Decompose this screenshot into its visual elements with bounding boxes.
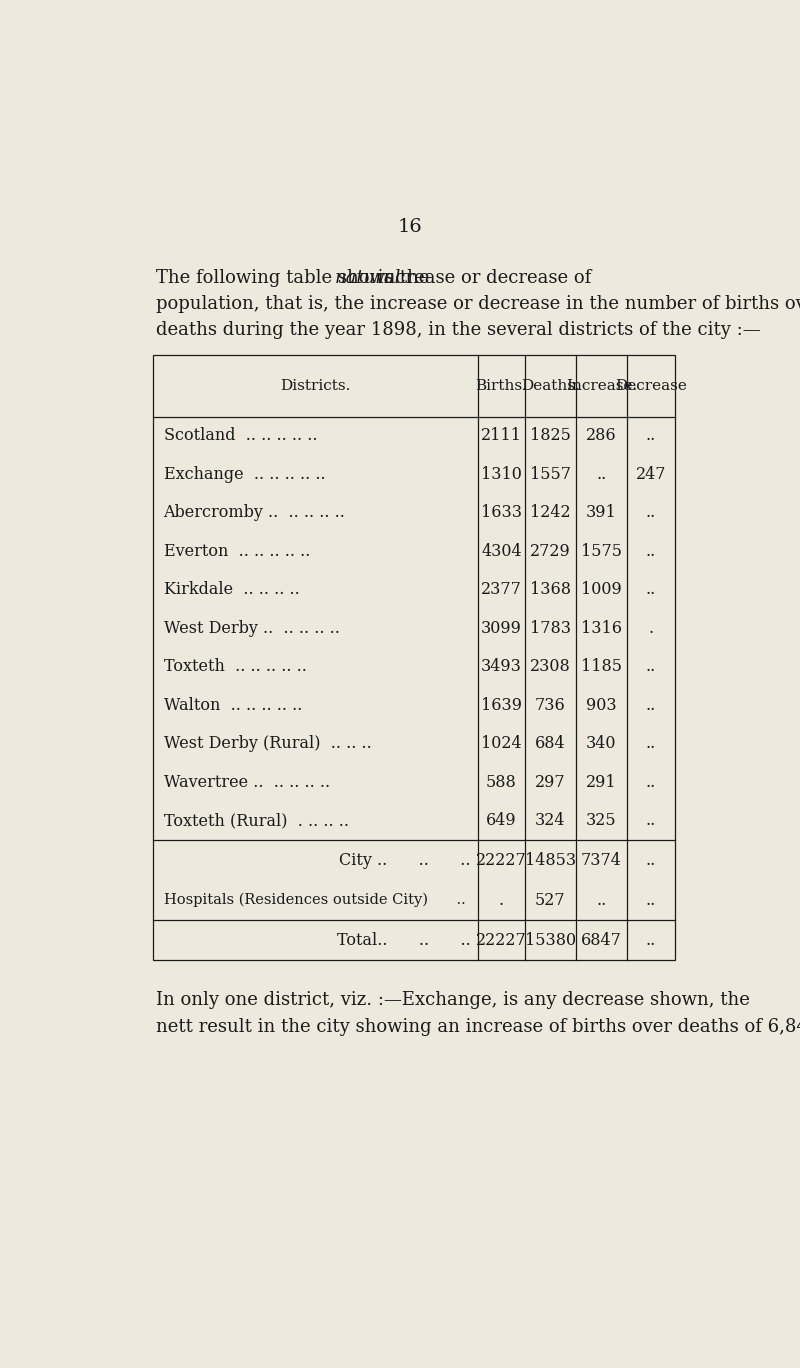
Text: 1557: 1557 — [530, 466, 570, 483]
Text: .: . — [499, 892, 504, 908]
Text: 2308: 2308 — [530, 658, 570, 676]
Text: 736: 736 — [535, 696, 566, 714]
Text: 1575: 1575 — [581, 543, 622, 560]
Text: .: . — [649, 620, 654, 637]
Text: Toxteth  .. .. .. .. ..: Toxteth .. .. .. .. .. — [163, 658, 306, 676]
Text: Districts.: Districts. — [280, 379, 350, 393]
Text: 4304: 4304 — [481, 543, 522, 560]
Text: Everton  .. .. .. .. ..: Everton .. .. .. .. .. — [163, 543, 310, 560]
Text: 1024: 1024 — [481, 736, 522, 752]
Text: ..: .. — [646, 505, 656, 521]
Text: 286: 286 — [586, 427, 617, 445]
Text: natural: natural — [335, 269, 402, 287]
Text: The following table shows the: The following table shows the — [156, 269, 435, 287]
Text: Kirkdale  .. .. .. ..: Kirkdale .. .. .. .. — [163, 581, 299, 598]
Text: ..: .. — [646, 543, 656, 560]
Bar — [153, 356, 675, 960]
Text: ..: .. — [646, 892, 656, 908]
Text: 325: 325 — [586, 813, 617, 829]
Text: ..: .. — [596, 892, 606, 908]
Text: West Derby ..  .. .. .. ..: West Derby .. .. .. .. .. — [163, 620, 339, 637]
Text: ..: .. — [646, 658, 656, 676]
Text: ..: .. — [646, 581, 656, 598]
Text: 1310: 1310 — [481, 466, 522, 483]
Text: deaths during the year 1898, in the several districts of the city :—: deaths during the year 1898, in the seve… — [156, 321, 761, 339]
Text: 2377: 2377 — [481, 581, 522, 598]
Text: 903: 903 — [586, 696, 617, 714]
Text: Births.: Births. — [475, 379, 527, 393]
Text: 1639: 1639 — [481, 696, 522, 714]
Text: 15380: 15380 — [525, 932, 576, 949]
Text: ..: .. — [646, 736, 656, 752]
Text: City ..    ..    ..: City .. .. .. — [339, 852, 470, 869]
Text: Walton  .. .. .. .. ..: Walton .. .. .. .. .. — [163, 696, 302, 714]
Text: 340: 340 — [586, 736, 617, 752]
Text: ..: .. — [646, 852, 656, 869]
Text: nett result in the city showing an increase of births over deaths of 6,847.: nett result in the city showing an incre… — [156, 1018, 800, 1036]
Text: 3099: 3099 — [481, 620, 522, 637]
Text: 14853: 14853 — [525, 852, 576, 869]
Text: 291: 291 — [586, 774, 617, 791]
Text: 1368: 1368 — [530, 581, 570, 598]
Text: 1825: 1825 — [530, 427, 570, 445]
Text: 391: 391 — [586, 505, 617, 521]
Text: West Derby (Rural)  .. .. ..: West Derby (Rural) .. .. .. — [163, 736, 371, 752]
Text: 324: 324 — [535, 813, 566, 829]
Text: 7374: 7374 — [581, 852, 622, 869]
Text: 1242: 1242 — [530, 505, 570, 521]
Text: 1009: 1009 — [581, 581, 622, 598]
Text: Deaths.: Deaths. — [521, 379, 580, 393]
Text: Increase.: Increase. — [566, 379, 637, 393]
Text: ..: .. — [646, 696, 656, 714]
Text: increase or decrease of: increase or decrease of — [372, 269, 591, 287]
Text: 22227: 22227 — [476, 852, 527, 869]
Text: ..: .. — [646, 932, 656, 949]
Text: 16: 16 — [398, 219, 422, 237]
Text: Hospitals (Residences outside City)    ..: Hospitals (Residences outside City) .. — [163, 893, 466, 907]
Text: Exchange  .. .. .. .. ..: Exchange .. .. .. .. .. — [163, 466, 325, 483]
Text: 1633: 1633 — [481, 505, 522, 521]
Text: 1185: 1185 — [581, 658, 622, 676]
Text: 297: 297 — [535, 774, 566, 791]
Text: 1783: 1783 — [530, 620, 570, 637]
Text: 649: 649 — [486, 813, 517, 829]
Text: 1316: 1316 — [581, 620, 622, 637]
Text: Toxteth (Rural)  . .. .. ..: Toxteth (Rural) . .. .. .. — [163, 813, 349, 829]
Text: Scotland  .. .. .. .. ..: Scotland .. .. .. .. .. — [163, 427, 317, 445]
Text: 2729: 2729 — [530, 543, 570, 560]
Text: Abercromby ..  .. .. .. ..: Abercromby .. .. .. .. .. — [163, 505, 346, 521]
Text: 6847: 6847 — [581, 932, 622, 949]
Text: 3493: 3493 — [481, 658, 522, 676]
Text: In only one district, viz. :—Exchange, is any decrease shown, the: In only one district, viz. :—Exchange, i… — [156, 992, 750, 1010]
Text: 527: 527 — [535, 892, 566, 908]
Text: Decrease: Decrease — [615, 379, 687, 393]
Text: Total..    ..    ..: Total.. .. .. — [337, 932, 470, 949]
Text: population, that is, the increase or decrease in the number of births over: population, that is, the increase or dec… — [156, 295, 800, 313]
Text: ..: .. — [596, 466, 606, 483]
Text: 22227: 22227 — [476, 932, 527, 949]
Text: ..: .. — [646, 774, 656, 791]
Text: ..: .. — [646, 813, 656, 829]
Text: 2111: 2111 — [481, 427, 522, 445]
Text: 684: 684 — [535, 736, 566, 752]
Text: 247: 247 — [636, 466, 666, 483]
Text: ..: .. — [646, 427, 656, 445]
Text: Wavertree ..  .. .. .. ..: Wavertree .. .. .. .. .. — [163, 774, 330, 791]
Text: 588: 588 — [486, 774, 517, 791]
